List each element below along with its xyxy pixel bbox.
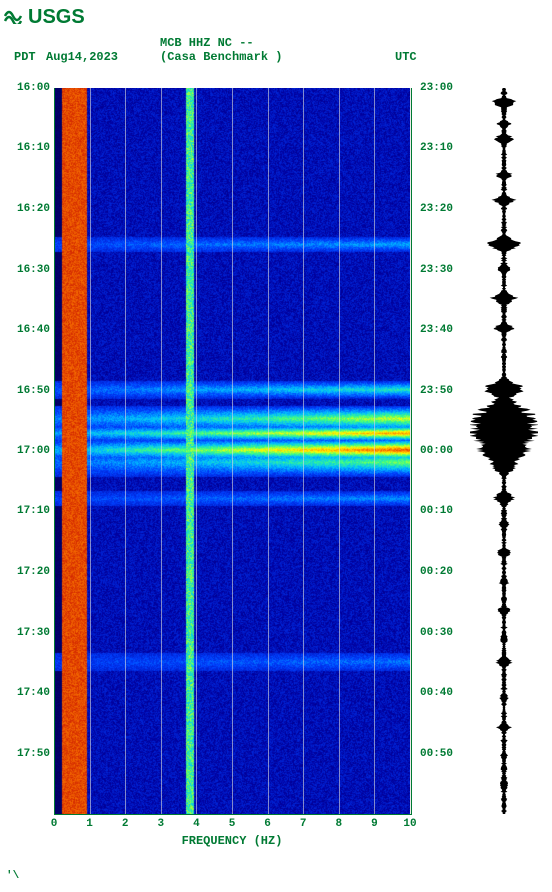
gridline — [161, 88, 162, 814]
y-tick-left: 17:50 — [0, 748, 50, 760]
gridline — [232, 88, 233, 814]
plot-header: MCB HHZ NC -- PDT Aug14,2023 (Casa Bench… — [0, 36, 552, 64]
x-tick: 1 — [86, 818, 93, 830]
y-tick-right: 23:40 — [420, 324, 460, 336]
x-tick: 10 — [403, 818, 416, 830]
y-tick-right: 00:40 — [420, 687, 460, 699]
y-tick-right: 00:20 — [420, 566, 460, 578]
date-label: Aug14,2023 — [46, 50, 118, 64]
y-tick-right: 23:30 — [420, 264, 460, 276]
gridline — [410, 88, 411, 814]
y-tick-right: 23:00 — [420, 82, 460, 94]
gridline — [339, 88, 340, 814]
y-tick-left: 17:30 — [0, 627, 50, 639]
station-id: MCB HHZ NC -- — [160, 36, 254, 50]
x-axis-label: FREQUENCY (HZ) — [54, 834, 410, 848]
y-tick-left: 16:50 — [0, 385, 50, 397]
y-tick-left: 16:40 — [0, 324, 50, 336]
gridline — [268, 88, 269, 814]
spectrogram-plot — [54, 88, 410, 814]
y-tick-left: 17:00 — [0, 445, 50, 457]
gridline — [196, 88, 197, 814]
y-axis-left-ticks: 16:0016:1016:2016:3016:4016:5017:0017:10… — [0, 88, 54, 814]
waveform-trace — [470, 88, 538, 814]
x-tick: 0 — [51, 818, 58, 830]
y-tick-left: 16:20 — [0, 203, 50, 215]
y-tick-left: 17:40 — [0, 687, 50, 699]
y-axis-right-ticks: 23:0023:1023:2023:3023:4023:5000:0000:10… — [416, 88, 456, 814]
y-tick-right: 00:50 — [420, 748, 460, 760]
y-tick-left: 16:10 — [0, 142, 50, 154]
waveform-panel — [470, 88, 538, 814]
y-tick-right: 23:10 — [420, 142, 460, 154]
usgs-wave-icon — [4, 4, 24, 30]
site-name: (Casa Benchmark ) — [160, 50, 282, 64]
gridline — [374, 88, 375, 814]
x-tick: 7 — [300, 818, 307, 830]
y-tick-right: 00:10 — [420, 505, 460, 517]
right-tz-label: UTC — [395, 50, 417, 64]
x-axis-ticks: 012345678910 — [54, 814, 410, 834]
left-tz-label: PDT — [14, 50, 36, 64]
y-tick-right: 00:00 — [420, 445, 460, 457]
usgs-logo: USGS — [4, 4, 85, 30]
x-tick: 4 — [193, 818, 200, 830]
gridline — [125, 88, 126, 814]
gridline — [90, 88, 91, 814]
y-tick-left: 16:00 — [0, 82, 50, 94]
x-tick: 2 — [122, 818, 129, 830]
corner-mark: '\ — [6, 870, 19, 882]
x-tick: 3 — [157, 818, 164, 830]
page-root: USGS MCB HHZ NC -- PDT Aug14,2023 (Casa … — [0, 0, 552, 892]
y-tick-left: 17:10 — [0, 505, 50, 517]
spectrogram-gridlines — [54, 88, 410, 814]
y-tick-right: 23:50 — [420, 385, 460, 397]
y-tick-left: 16:30 — [0, 264, 50, 276]
usgs-logo-text: USGS — [28, 6, 85, 29]
y-tick-right: 00:30 — [420, 627, 460, 639]
x-tick: 6 — [264, 818, 271, 830]
x-tick: 5 — [229, 818, 236, 830]
gridline — [303, 88, 304, 814]
y-tick-right: 23:20 — [420, 203, 460, 215]
x-tick: 9 — [371, 818, 378, 830]
gridline — [54, 88, 55, 814]
y-tick-left: 17:20 — [0, 566, 50, 578]
x-tick: 8 — [335, 818, 342, 830]
